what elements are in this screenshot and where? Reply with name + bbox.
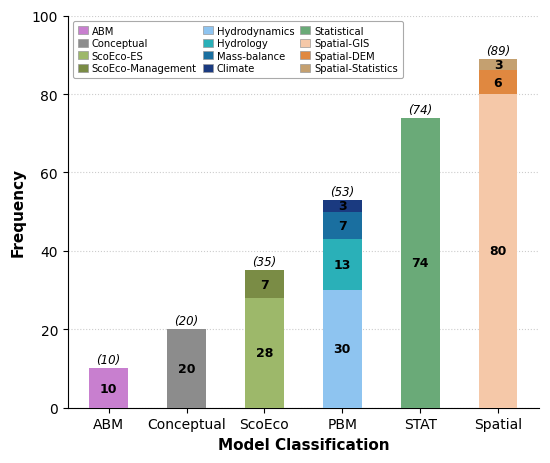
Bar <box>478 95 518 408</box>
Bar <box>245 298 284 408</box>
Text: 10: 10 <box>100 382 117 394</box>
Bar <box>245 271 284 298</box>
Text: (89): (89) <box>486 44 510 58</box>
Text: 7: 7 <box>260 278 269 291</box>
Text: 3: 3 <box>338 200 346 213</box>
Text: 20: 20 <box>178 362 195 375</box>
Text: (35): (35) <box>252 256 277 269</box>
Text: (74): (74) <box>408 103 432 116</box>
Y-axis label: Frequency: Frequency <box>11 168 26 257</box>
Bar <box>323 200 362 212</box>
Text: 3: 3 <box>494 59 502 72</box>
Text: 74: 74 <box>411 257 429 269</box>
Text: 6: 6 <box>494 76 502 89</box>
Bar <box>89 369 128 408</box>
Text: 7: 7 <box>338 219 346 232</box>
Bar <box>400 118 439 408</box>
Text: (10): (10) <box>96 354 121 367</box>
Text: (20): (20) <box>174 314 199 327</box>
Bar <box>167 330 206 408</box>
X-axis label: Model Classification: Model Classification <box>217 437 389 452</box>
Text: 80: 80 <box>490 245 507 258</box>
Bar <box>478 71 518 95</box>
Bar <box>323 212 362 239</box>
Text: 13: 13 <box>333 258 351 271</box>
Bar <box>478 60 518 71</box>
Text: (53): (53) <box>330 186 354 199</box>
Text: 30: 30 <box>333 343 351 356</box>
Bar <box>323 239 362 290</box>
Text: 28: 28 <box>256 346 273 359</box>
Legend: ABM, Conceptual, ScoEco-ES, ScoEco-Management, Hydrodynamics, Hydrology, Mass-ba: ABM, Conceptual, ScoEco-ES, ScoEco-Manag… <box>73 22 403 79</box>
Bar <box>323 290 362 408</box>
